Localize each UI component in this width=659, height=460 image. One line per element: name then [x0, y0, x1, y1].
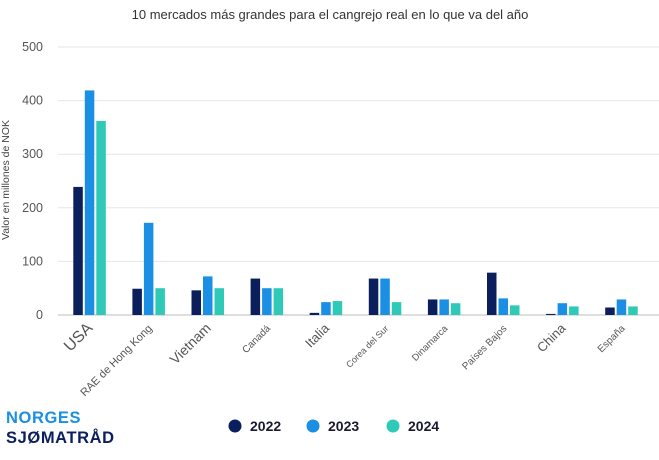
x-tick-label: Corea del Sur [344, 323, 390, 369]
bar-2022-3 [191, 290, 201, 315]
bar-2024-6 [391, 302, 402, 315]
bar-2023-1 [84, 90, 95, 315]
norges-sjomatrad-logo: NORGES SJØMATRÅD [6, 408, 115, 448]
legend-label-2023: 2023 [328, 418, 359, 434]
bar-2022-9 [546, 313, 556, 315]
bar-2023-10 [616, 299, 627, 315]
bar-2024-5 [332, 301, 343, 315]
legend-label-2024: 2024 [408, 418, 439, 434]
bar-2023-6 [380, 278, 390, 315]
bar-2024-10 [628, 306, 638, 315]
x-tick-label: España [596, 323, 628, 355]
legend-marker-2022 [228, 419, 242, 433]
y-tick-label: 500 [22, 40, 43, 54]
bar-2022-6 [368, 278, 379, 315]
bar-2022-5 [309, 312, 320, 315]
y-tick-label: 0 [36, 308, 43, 322]
chart-title: 10 mercados más grandes para el cangrejo… [132, 7, 529, 22]
bar-2023-2 [143, 222, 154, 315]
bar-2024-8 [510, 305, 520, 315]
bar-2024-7 [450, 303, 461, 315]
bar-2022-2 [132, 288, 142, 315]
bar-2023-5 [321, 302, 331, 315]
legend-marker-2023 [306, 419, 320, 433]
bar-2024-1 [96, 120, 106, 315]
x-tick-label: Italia [302, 320, 333, 351]
x-tick-label: China [534, 320, 569, 355]
bar-2022-10 [605, 307, 615, 315]
logo-line-2: SJØMATRÅD [6, 429, 115, 447]
y-tick-label: 100 [22, 254, 43, 268]
bar-2023-3 [203, 276, 213, 315]
bar-2023-9 [557, 303, 568, 315]
bar-2024-4 [273, 288, 284, 315]
logo-line-1: NORGES [6, 409, 82, 427]
bar-2023-8 [498, 298, 508, 315]
y-axis-ticks: 0 100 200 300 400 500 [22, 40, 43, 322]
x-tick-label: Vietnam [166, 320, 213, 367]
x-tick-label: Dinamarca [410, 323, 451, 364]
bar-2022-7 [427, 299, 438, 315]
x-tick-label: Países Bajos [460, 323, 509, 372]
legend-label-2022: 2022 [250, 418, 281, 434]
y-tick-label: 200 [22, 201, 43, 215]
bar-2022-8 [487, 272, 497, 315]
x-tick-label: USA [61, 320, 97, 356]
bars [73, 90, 638, 315]
bar-2022-4 [250, 278, 261, 315]
legend: 2022 2023 2024 [228, 418, 439, 434]
y-axis-label: Valor en millones de NOK [0, 120, 12, 240]
y-tick-label: 400 [22, 94, 43, 108]
x-tick-label: Canadá [240, 323, 273, 356]
legend-marker-2024 [386, 419, 400, 433]
bar-2023-4 [262, 288, 272, 315]
bar-2024-9 [569, 306, 579, 315]
y-tick-label: 300 [22, 147, 43, 161]
bar-2024-3 [214, 288, 224, 315]
bar-2022-1 [73, 186, 83, 315]
bar-2024-2 [155, 288, 165, 315]
bar-2023-7 [439, 299, 449, 315]
